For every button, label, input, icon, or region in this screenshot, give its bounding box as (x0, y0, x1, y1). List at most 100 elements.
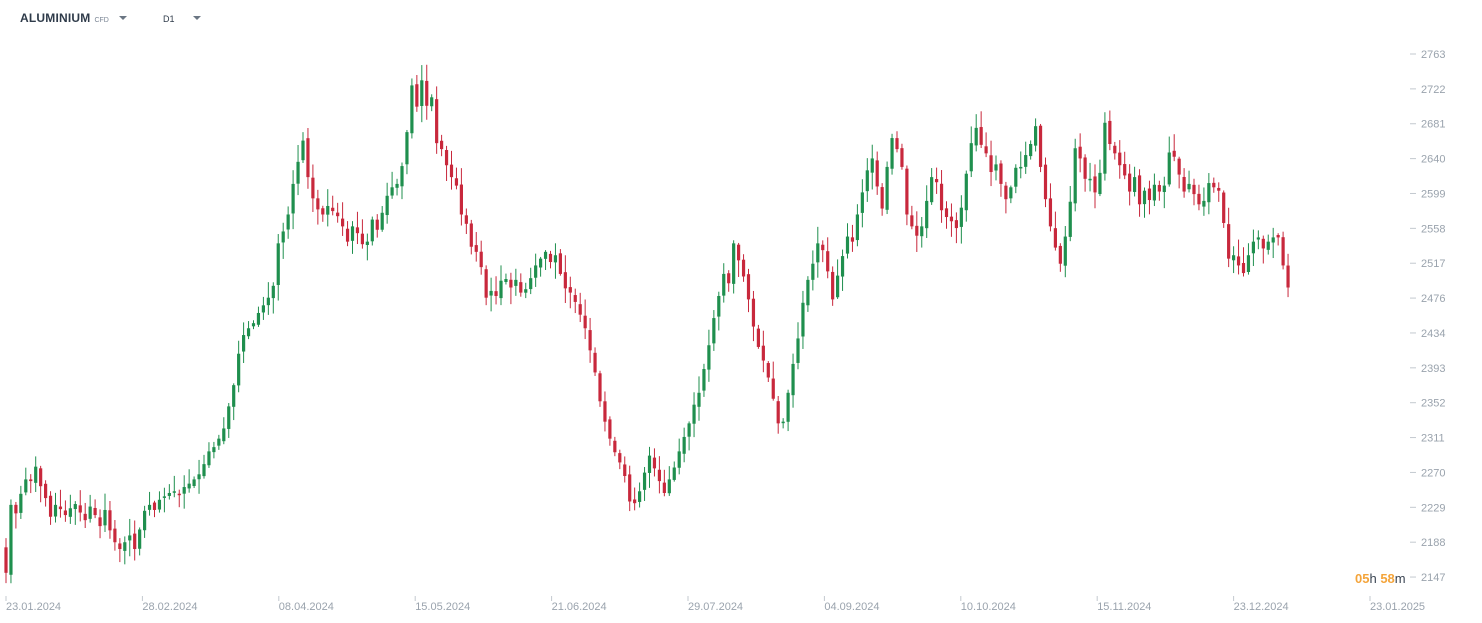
candle-down[interactable] (831, 271, 835, 300)
candle-up[interactable] (682, 436, 686, 454)
candle-up[interactable] (281, 231, 285, 243)
candle-up[interactable] (524, 289, 528, 293)
candle-down[interactable] (1048, 198, 1053, 227)
candle-down[interactable] (474, 245, 478, 252)
candle-down[interactable] (1182, 176, 1186, 192)
candle-down[interactable] (1058, 245, 1062, 264)
candle-up[interactable] (1162, 185, 1166, 193)
candle-down[interactable] (875, 160, 879, 187)
candle-up[interactable] (390, 187, 394, 196)
candle-up[interactable] (1034, 126, 1038, 146)
candle-down[interactable] (989, 155, 993, 173)
candle-up[interactable] (251, 323, 256, 327)
candle-up[interactable] (677, 451, 681, 468)
candle-down[interactable] (1281, 237, 1285, 266)
candle-up[interactable] (870, 158, 874, 173)
candle-down[interactable] (118, 543, 122, 550)
candle-down[interactable] (484, 269, 488, 298)
candle-down[interactable] (1261, 238, 1265, 249)
candle-up[interactable] (543, 251, 548, 259)
candle-up[interactable] (232, 385, 236, 407)
candle-down[interactable] (766, 363, 770, 378)
candle-down[interactable] (341, 218, 345, 227)
candle-up[interactable] (865, 170, 869, 192)
candle-up[interactable] (647, 455, 652, 473)
candle-down[interactable] (133, 533, 137, 550)
candle-down[interactable] (1217, 187, 1221, 191)
candle-down[interactable] (345, 228, 350, 242)
candle-down[interactable] (633, 499, 637, 504)
candle-down[interactable] (915, 225, 919, 236)
candle-down[interactable] (1137, 175, 1142, 205)
candle-up[interactable] (1167, 152, 1171, 185)
candle-down[interactable] (598, 373, 602, 402)
candle-up[interactable] (326, 205, 330, 215)
candle-down[interactable] (558, 253, 562, 274)
candle-down[interactable] (618, 453, 622, 463)
candle-up[interactable] (167, 492, 171, 496)
candle-down[interactable] (1128, 173, 1132, 192)
candle-up[interactable] (1014, 167, 1018, 187)
candle-up[interactable] (890, 138, 894, 169)
candle-down[interactable] (1038, 125, 1043, 167)
candle-up[interactable] (301, 140, 305, 161)
candle-down[interactable] (113, 528, 117, 543)
candle-up[interactable] (410, 85, 414, 134)
candle-up[interactable] (712, 318, 716, 344)
candle-down[interactable] (58, 506, 63, 510)
candle-down[interactable] (905, 168, 909, 215)
candle-up[interactable] (222, 428, 226, 442)
candle-up[interactable] (1251, 241, 1255, 254)
candle-up[interactable] (365, 241, 369, 245)
candle-up[interactable] (702, 369, 706, 391)
candle-down[interactable] (29, 479, 33, 482)
candle-down[interactable] (1236, 256, 1241, 266)
candle-down[interactable] (652, 457, 657, 469)
candle-down[interactable] (440, 140, 444, 150)
candle-down[interactable] (1108, 120, 1112, 145)
candle-up[interactable] (1068, 201, 1072, 237)
candle-up[interactable] (286, 214, 290, 230)
candle-up[interactable] (1103, 122, 1107, 174)
candle-up[interactable] (732, 243, 736, 284)
candle-down[interactable] (548, 253, 553, 263)
candle-up[interactable] (296, 161, 300, 184)
candle-up[interactable] (1202, 200, 1206, 207)
candle-up[interactable] (855, 214, 859, 241)
candle-up[interactable] (791, 363, 795, 396)
candle-up[interactable] (638, 491, 642, 502)
candle-down[interactable] (1286, 265, 1290, 288)
candle-up[interactable] (207, 451, 211, 466)
candle-up[interactable] (1073, 148, 1077, 204)
candle-down[interactable] (1078, 146, 1082, 159)
candle-down[interactable] (1113, 145, 1117, 154)
candle-up[interactable] (806, 279, 810, 306)
candle-down[interactable] (177, 493, 181, 496)
candle-down[interactable] (935, 179, 939, 183)
candle-up[interactable] (128, 535, 132, 541)
candle-down[interactable] (1147, 188, 1152, 201)
candle-up[interactable] (19, 493, 23, 513)
candle-down[interactable] (944, 208, 949, 218)
candle-down[interactable] (63, 510, 67, 516)
candle-up[interactable] (370, 219, 374, 242)
candle-down[interactable] (93, 507, 97, 516)
candle-up[interactable] (266, 297, 270, 306)
candle-down[interactable] (727, 273, 731, 284)
candle-down[interactable] (375, 219, 379, 230)
candle-up[interactable] (786, 392, 790, 422)
candle-up[interactable] (642, 472, 647, 490)
candle-down[interactable] (152, 502, 157, 510)
candle-down[interactable] (316, 198, 320, 210)
candle-down[interactable] (826, 251, 830, 272)
candle-down[interactable] (98, 517, 102, 527)
candle-up[interactable] (380, 212, 384, 230)
candle-up[interactable] (539, 258, 543, 268)
candle-down[interactable] (415, 84, 419, 107)
candle-down[interactable] (850, 237, 855, 242)
candle-up[interactable] (1232, 255, 1236, 261)
candle-up[interactable] (172, 491, 176, 493)
candle-down[interactable] (1083, 157, 1087, 179)
candle-up[interactable] (350, 226, 355, 241)
